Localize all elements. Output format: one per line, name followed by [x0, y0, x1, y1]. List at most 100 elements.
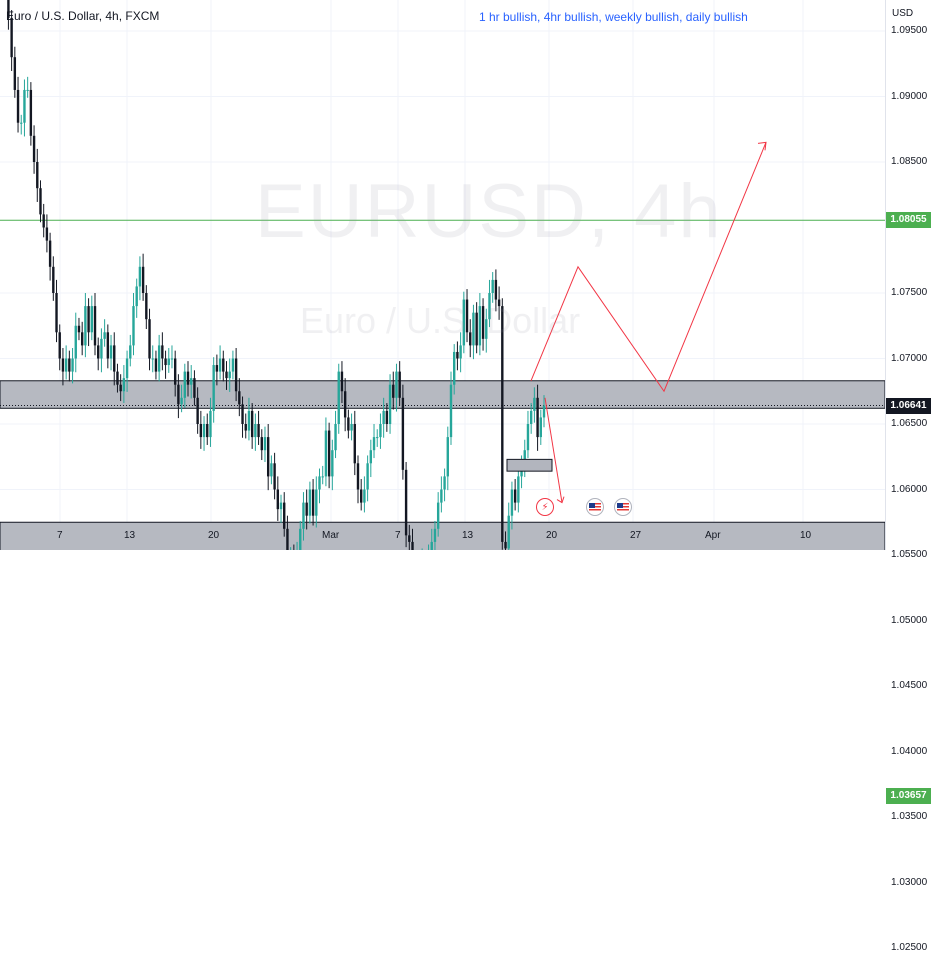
candle-body — [151, 358, 154, 360]
candle-body — [283, 502, 286, 529]
candle-body — [228, 371, 231, 379]
candle-body — [299, 528, 302, 550]
candle-body — [113, 345, 116, 372]
candle-body — [488, 293, 491, 320]
consolidation-box — [506, 458, 553, 472]
candle-body — [167, 358, 170, 366]
candle-body — [45, 227, 49, 241]
candle-body — [234, 358, 238, 392]
candle-body — [311, 489, 315, 516]
candle-body — [212, 365, 215, 411]
candle-body — [247, 410, 251, 431]
candle-body — [337, 371, 340, 424]
candle-body — [138, 266, 142, 287]
watermark-description: Euro / U.S. Dollar — [300, 300, 581, 341]
time-label: 27 — [630, 530, 642, 541]
candle-body — [456, 351, 459, 359]
candle-body — [286, 528, 289, 550]
candle-body — [398, 371, 401, 398]
candle-body — [353, 424, 356, 464]
current-price-tag[interactable]: 1.06641 — [886, 397, 931, 414]
candle-body — [526, 424, 530, 451]
candle-body — [32, 135, 36, 162]
candle-body — [90, 306, 93, 333]
supply-demand-zone — [0, 380, 886, 409]
candle-body — [491, 279, 494, 293]
price-chart[interactable] — [0, 0, 932, 550]
projection-arrowhead — [757, 141, 767, 151]
candle-body — [321, 476, 324, 478]
candle-body — [42, 214, 45, 228]
bias-annotation[interactable]: 1 hr bullish, 4hr bullish, weekly bullis… — [479, 10, 748, 24]
candle-body — [58, 332, 61, 359]
candle-body — [173, 358, 177, 385]
candle-body — [180, 397, 183, 405]
candle-body — [356, 463, 360, 490]
price-label: 1.08500 — [891, 156, 928, 167]
price-label: 1.02500 — [891, 942, 928, 953]
candle-body — [327, 430, 331, 477]
candle-body — [507, 515, 510, 549]
horizontal-levels — [0, 219, 885, 407]
level-price-tag[interactable]: 1.08055 — [886, 212, 931, 229]
us-flag-icon[interactable] — [586, 498, 604, 516]
candle-body — [29, 89, 33, 136]
candle-body — [106, 332, 110, 359]
candle-body — [55, 293, 58, 333]
candle-body — [196, 397, 199, 424]
projection-drawings — [506, 141, 767, 504]
candle-body — [324, 430, 328, 477]
candle-body — [202, 424, 206, 438]
candle-body — [13, 57, 17, 90]
candle-body — [517, 476, 520, 503]
price-label: 1.04500 — [891, 680, 928, 691]
candle-body — [116, 371, 119, 385]
symbol-title[interactable]: Euro / U.S. Dollar, 4h, FXCM — [6, 9, 160, 23]
candle-body — [87, 306, 90, 333]
candle-body — [16, 89, 20, 123]
flash-icon[interactable]: ⚡ — [536, 498, 554, 516]
candle-body — [74, 325, 77, 359]
candle-body — [501, 306, 504, 542]
candle-body — [52, 266, 55, 293]
price-axis-currency: USD — [892, 8, 914, 19]
candle-body — [372, 437, 376, 451]
candle-body — [170, 358, 174, 360]
candle-body — [315, 489, 318, 516]
candle-body — [10, 17, 13, 58]
time-label: 20 — [546, 530, 558, 541]
candle-body — [93, 306, 97, 346]
candle-body — [122, 378, 126, 392]
candle-body — [254, 424, 257, 438]
price-axis[interactable] — [885, 0, 932, 550]
price-label: 1.03000 — [891, 876, 928, 888]
us-flag-icon[interactable] — [614, 498, 632, 516]
candle-body — [279, 502, 283, 510]
candle-body — [302, 502, 305, 529]
candle-body — [529, 410, 533, 424]
candle-body — [103, 332, 106, 339]
candle-body — [263, 437, 267, 451]
candle-body — [485, 319, 488, 339]
candle-body — [244, 424, 247, 431]
candle-body — [145, 293, 148, 320]
short-projection-line — [544, 397, 563, 503]
price-label: 1.04000 — [891, 745, 928, 757]
price-label: 1.09000 — [891, 90, 928, 102]
candle-body — [109, 345, 113, 359]
candle-body — [449, 384, 453, 438]
candle-body — [395, 371, 398, 398]
candle-body — [154, 358, 158, 372]
candle-body — [84, 306, 87, 346]
candle-body — [469, 332, 472, 346]
candle-body — [241, 404, 244, 424]
candle-body — [129, 345, 132, 359]
level-price-tag[interactable]: 1.03657 — [886, 788, 931, 805]
candle-body — [379, 424, 382, 438]
candle-body — [513, 489, 517, 503]
candle-body — [222, 358, 225, 372]
candle-body — [209, 410, 212, 438]
time-label: 13 — [462, 530, 474, 541]
candle-body — [481, 306, 485, 339]
candle-body — [465, 299, 469, 333]
